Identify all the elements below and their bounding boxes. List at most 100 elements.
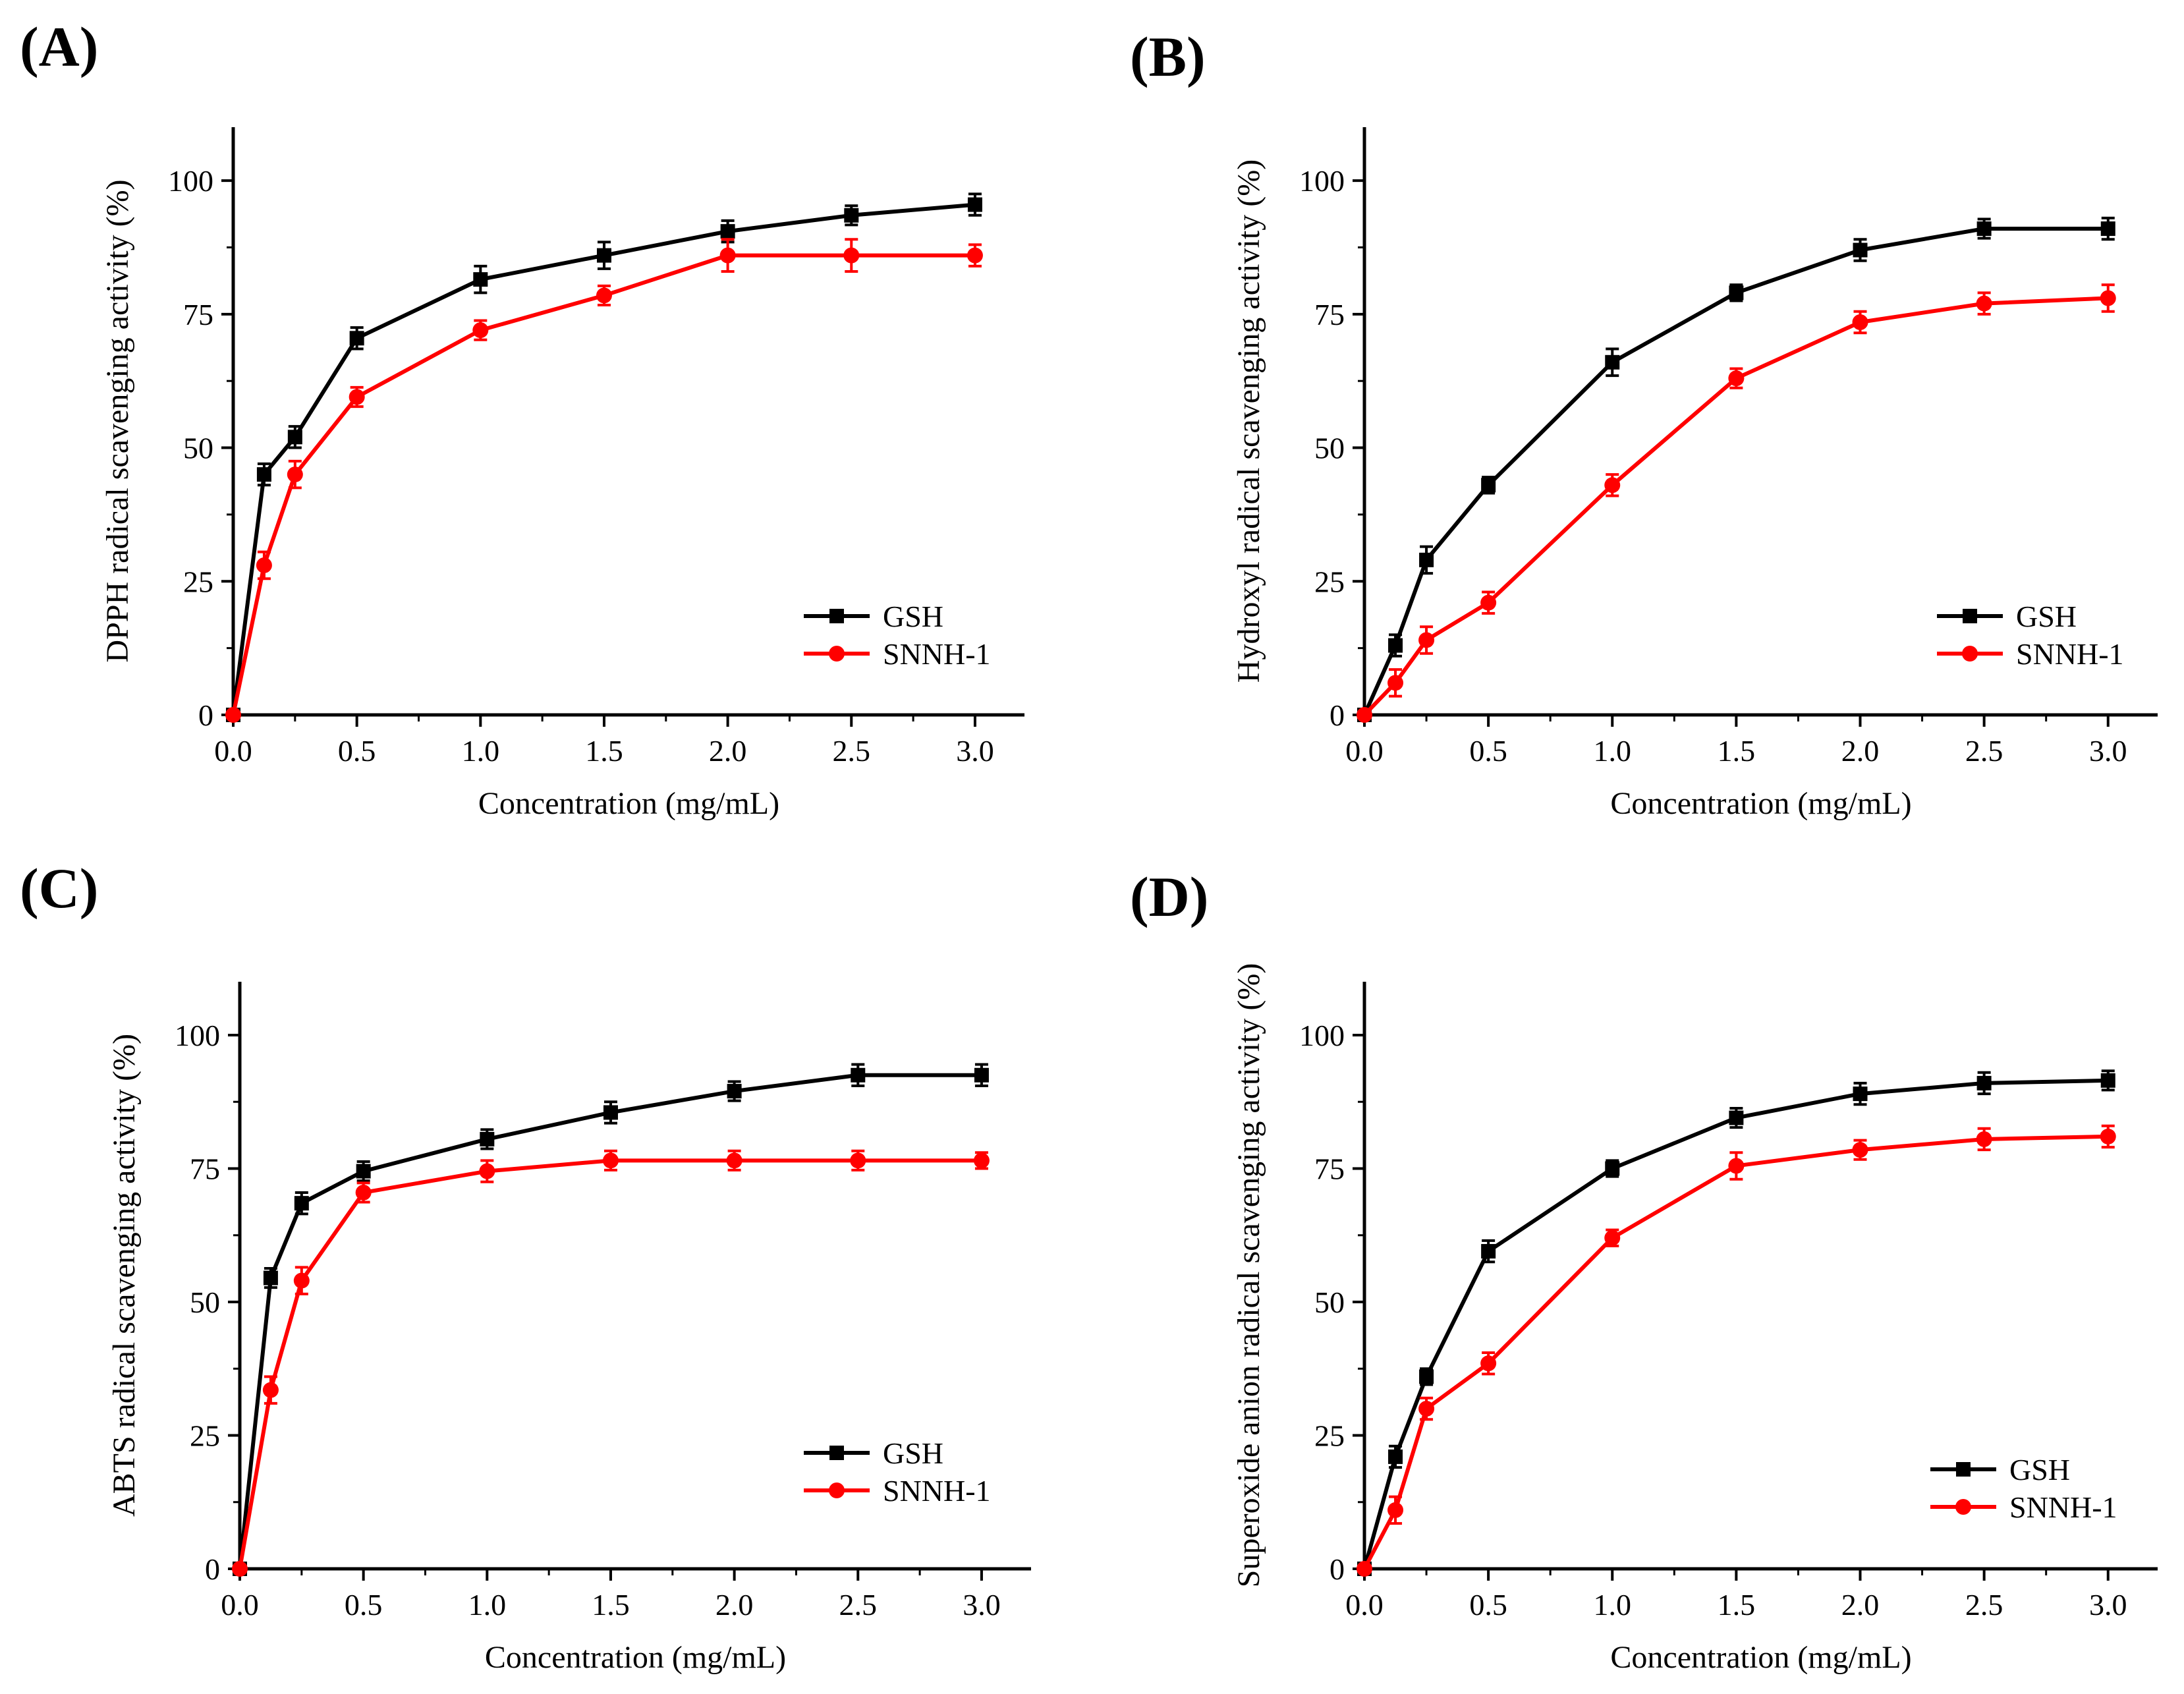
y-tick-label: 25 bbox=[190, 1419, 220, 1453]
x-axis-label: Concentration (mg/mL) bbox=[1610, 786, 1911, 821]
y-tick-label: 75 bbox=[190, 1152, 220, 1186]
data-point bbox=[1976, 295, 1992, 312]
series-gsh bbox=[226, 192, 982, 722]
legend: GSH SNNH-1 bbox=[804, 1436, 991, 1508]
y-tick-label: 25 bbox=[183, 565, 213, 598]
data-point bbox=[232, 1561, 248, 1577]
legend: GSH SNNH-1 bbox=[1930, 1453, 2117, 1524]
data-point bbox=[1605, 1161, 1620, 1176]
x-tick-label: 2.0 bbox=[715, 1588, 754, 1622]
y-tick-label: 25 bbox=[1314, 565, 1345, 598]
data-point bbox=[596, 248, 611, 263]
y-tick-label: 0 bbox=[205, 1552, 220, 1586]
data-point bbox=[479, 1163, 495, 1179]
data-point bbox=[844, 208, 859, 223]
y-tick-label: 50 bbox=[190, 1285, 220, 1319]
data-point bbox=[349, 389, 365, 405]
data-point bbox=[480, 1131, 495, 1146]
data-point bbox=[1481, 1244, 1496, 1259]
data-point bbox=[473, 272, 488, 287]
x-tick-label: 1.0 bbox=[1594, 734, 1632, 768]
data-point bbox=[726, 1152, 742, 1169]
data-point bbox=[262, 1382, 279, 1398]
data-point bbox=[1418, 632, 1435, 648]
y-tick-label: 100 bbox=[175, 1019, 220, 1052]
y-tick-label: 50 bbox=[183, 432, 213, 465]
chart-panel-d: (D) 0.0 0.5 1.0 1.5 2.0 2.5 3.0 0 25 50 75 100 Concen… bbox=[1130, 865, 2158, 1675]
x-tick-label: 1.5 bbox=[1718, 1588, 1756, 1622]
x-tick-label: 0.0 bbox=[214, 734, 252, 768]
legend-label: SNNH-1 bbox=[883, 637, 991, 671]
y-axis-label: DPPH radical scavenging activity (%) bbox=[100, 179, 135, 662]
data-point bbox=[596, 287, 612, 304]
x-tick-label: 2.5 bbox=[833, 734, 871, 768]
x-tick-label: 3.0 bbox=[956, 734, 994, 768]
data-point bbox=[966, 247, 983, 264]
panel-label: (A) bbox=[20, 15, 98, 78]
y-tick-label: 100 bbox=[1299, 1019, 1345, 1052]
data-point bbox=[1852, 314, 1868, 330]
legend-swatch-marker bbox=[829, 1482, 845, 1498]
x-tick-label: 1.5 bbox=[592, 1588, 630, 1622]
series-line bbox=[231, 202, 976, 716]
legend-label: SNNH-1 bbox=[2016, 637, 2124, 671]
x-tick-label: 3.0 bbox=[2089, 734, 2127, 768]
data-point bbox=[1388, 638, 1403, 653]
x-tick-label: 0.5 bbox=[1469, 734, 1507, 768]
data-point bbox=[720, 224, 735, 239]
series-line bbox=[238, 1158, 982, 1569]
data-point bbox=[293, 1272, 310, 1289]
x-tick-label: 0.0 bbox=[221, 1588, 259, 1622]
legend: GSH SNNH-1 bbox=[804, 600, 991, 671]
data-point bbox=[1728, 370, 1745, 387]
chart-panel-b: (B) 0.0 0.5 1.0 1.5 2.0 2.5 3.0 0 25 50 75 100 Concen… bbox=[1130, 25, 2158, 821]
data-point bbox=[2100, 1073, 2115, 1088]
x-tick-label: 2.5 bbox=[1965, 1588, 2003, 1622]
legend-swatch-marker bbox=[1963, 609, 1977, 623]
series-snnh-1 bbox=[225, 238, 983, 723]
x-tick-label: 3.0 bbox=[963, 1588, 1001, 1622]
series-line bbox=[1362, 1134, 2108, 1570]
data-point bbox=[1728, 1158, 1745, 1174]
legend-swatch-marker bbox=[1956, 1462, 1971, 1477]
data-point bbox=[727, 1084, 742, 1099]
panel-label: (D) bbox=[1130, 865, 1208, 928]
x-tick-label: 2.0 bbox=[1841, 734, 1880, 768]
x-tick-label: 3.0 bbox=[2089, 1588, 2127, 1622]
chart-panel-a: (A) 0.0 0.5 1.0 1.5 2.0 2.5 3.0 0 25 50 75 100 Concen… bbox=[20, 15, 1024, 821]
y-tick-label: 0 bbox=[1330, 698, 1345, 732]
data-point bbox=[967, 197, 982, 212]
series-gsh bbox=[233, 1063, 989, 1576]
data-point bbox=[1604, 1229, 1621, 1246]
data-point bbox=[2100, 221, 2115, 237]
data-point bbox=[1418, 1401, 1435, 1417]
series-snnh-1 bbox=[1357, 283, 2116, 723]
data-point bbox=[294, 1196, 309, 1211]
panel-label: (B) bbox=[1130, 25, 1206, 88]
data-point bbox=[1481, 478, 1496, 493]
x-tick-label: 0.5 bbox=[1469, 1588, 1507, 1622]
data-point bbox=[851, 1067, 866, 1083]
data-point bbox=[1853, 242, 1868, 258]
legend-label: GSH bbox=[883, 1436, 943, 1470]
series-line bbox=[231, 253, 975, 716]
x-tick-label: 1.5 bbox=[1718, 734, 1756, 768]
data-point bbox=[1976, 1131, 1992, 1147]
data-point bbox=[225, 707, 241, 723]
data-point bbox=[256, 467, 271, 482]
y-tick-label: 50 bbox=[1314, 432, 1345, 465]
data-point bbox=[1357, 707, 1372, 723]
legend: GSH SNNH-1 bbox=[1937, 600, 2124, 671]
x-axis-label: Concentration (mg/mL) bbox=[478, 786, 779, 821]
x-tick-label: 1.0 bbox=[1594, 1588, 1632, 1622]
data-point bbox=[472, 322, 489, 339]
data-point bbox=[1852, 1142, 1868, 1158]
y-axis-label: ABTS radical scavenging activity (%) bbox=[107, 1034, 142, 1517]
y-tick-label: 100 bbox=[1299, 164, 1345, 198]
data-point bbox=[1605, 354, 1620, 370]
data-point bbox=[2100, 290, 2116, 306]
data-point bbox=[603, 1105, 618, 1120]
data-point bbox=[1480, 1355, 1497, 1372]
x-tick-label: 1.5 bbox=[585, 734, 623, 768]
